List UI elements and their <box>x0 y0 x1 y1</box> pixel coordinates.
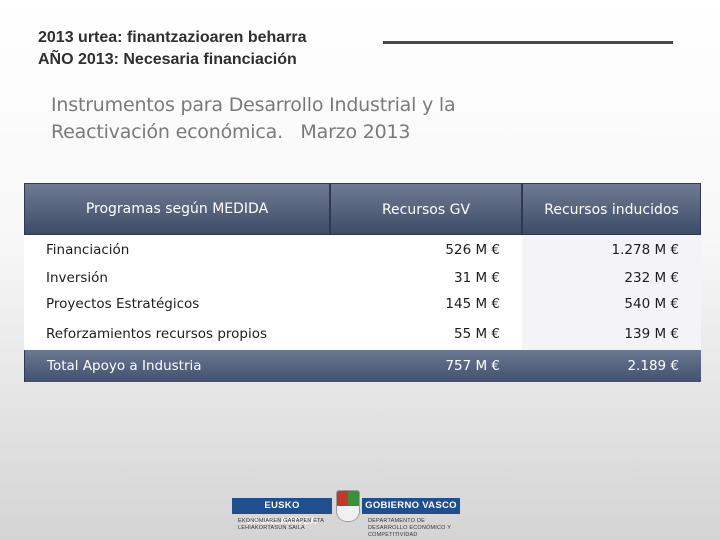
table-row: Proyectos Estratégicos 145 M € 540 M € <box>24 290 701 318</box>
column-header-programs: Programas según MEDIDA <box>24 183 330 235</box>
total-value-gv: 757 M € <box>330 350 522 382</box>
row-value-gv: 145 M € <box>330 290 522 318</box>
column-header-gv: Recursos GV <box>330 183 522 235</box>
header-line-basque: 2013 urtea: finantzazioaren beharra <box>38 29 307 46</box>
row-value-gv: 31 M € <box>330 265 522 290</box>
table-row: Financiación 526 M € 1.278 M € <box>24 235 701 265</box>
government-logo: EUSKO JAURLARITZA GOBIERNO VASCO EKONOMI… <box>230 488 462 540</box>
slide-header: 2013 urtea: finantzazioaren beharra AÑO … <box>38 27 307 71</box>
row-value-induced: 540 M € <box>522 290 701 318</box>
logo-department-spanish: DEPARTAMENTO DE DESARROLLO ECONÓMICO Y C… <box>368 518 452 538</box>
table-row: Inversión 31 M € 232 M € <box>24 265 701 290</box>
coat-of-arms-icon <box>336 490 360 522</box>
subtitle-line-2: Reactivación económica. Marzo 2013 <box>51 121 411 143</box>
logo-band-basque: EUSKO JAURLARITZA <box>232 498 332 527</box>
subtitle-line-1: Instrumentos para Desarrollo Industrial … <box>51 94 456 116</box>
table-row: Reforzamientos recursos propios 55 M € 1… <box>24 318 701 350</box>
total-label: Total Apoyo a Industria <box>24 350 330 382</box>
row-label: Reforzamientos recursos propios <box>24 318 330 350</box>
logo-band-spanish: GOBIERNO VASCO <box>362 498 460 514</box>
row-label: Financiación <box>24 235 330 265</box>
row-value-induced: 232 M € <box>522 265 701 290</box>
logo-department-basque: EKONOMIAREN GARAPEN ETA LEHIAKORTASUN SA… <box>238 518 324 531</box>
row-label: Proyectos Estratégicos <box>24 290 330 318</box>
total-value-induced: 2.189 € <box>522 350 701 382</box>
row-value-induced: 139 M € <box>522 318 701 350</box>
slide-subtitle: Instrumentos para Desarrollo Industrial … <box>51 92 456 146</box>
resources-table: Programas según MEDIDA Recursos GV Recur… <box>24 183 701 382</box>
table-total-row: Total Apoyo a Industria 757 M € 2.189 € <box>24 350 701 382</box>
row-value-induced: 1.278 M € <box>522 235 701 265</box>
column-header-induced: Recursos inducidos <box>522 183 701 235</box>
row-value-gv: 526 M € <box>330 235 522 265</box>
row-value-gv: 55 M € <box>330 318 522 350</box>
row-label: Inversión <box>24 265 330 290</box>
header-line-spanish: AÑO 2013: Necesaria financiación <box>38 51 297 68</box>
header-rule <box>383 41 673 44</box>
